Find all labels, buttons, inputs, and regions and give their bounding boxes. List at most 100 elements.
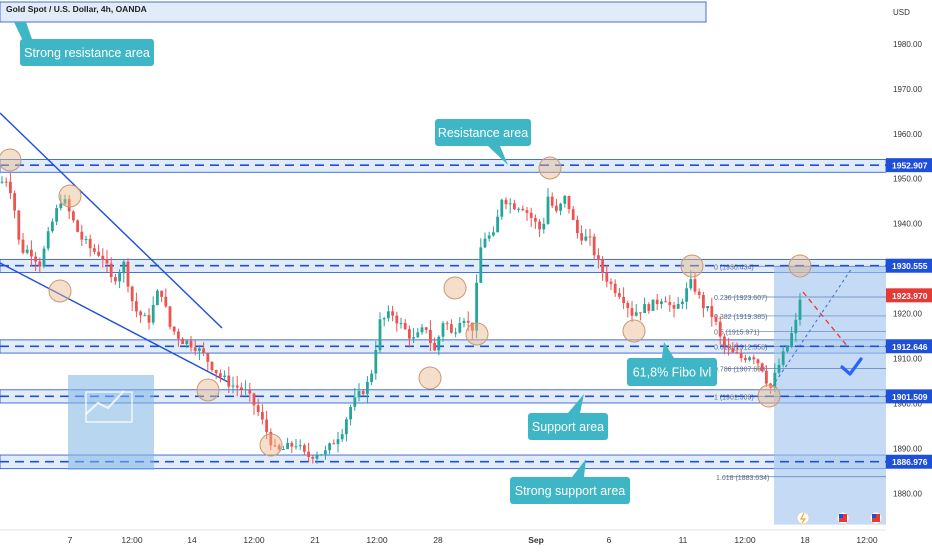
x-tick-label: 12:00 bbox=[366, 535, 388, 545]
candle-body bbox=[319, 454, 323, 456]
lightning-event-icon[interactable] bbox=[796, 511, 810, 525]
candle-body bbox=[601, 259, 604, 273]
candle-body bbox=[655, 299, 659, 305]
fib-label: 1 (1901.509) bbox=[714, 394, 754, 401]
candle-body bbox=[731, 348, 735, 353]
candle-body bbox=[773, 372, 777, 388]
candle-body bbox=[576, 219, 579, 234]
candle-body bbox=[34, 256, 37, 262]
candle-body bbox=[25, 249, 29, 253]
candle-body bbox=[399, 322, 403, 324]
projection-down bbox=[802, 291, 849, 348]
candle-body bbox=[13, 193, 16, 211]
candle-body bbox=[441, 323, 445, 337]
candle-body bbox=[760, 363, 764, 371]
highlight-circle bbox=[259, 433, 283, 457]
candle-body bbox=[798, 299, 802, 320]
candle-body bbox=[475, 282, 478, 331]
callout-resistance-text: Resistance area bbox=[438, 126, 528, 140]
candle-body bbox=[298, 445, 302, 447]
y-tick-label: 1970.00 bbox=[893, 85, 922, 94]
candle-body bbox=[639, 312, 642, 314]
candle-body bbox=[492, 232, 495, 236]
candle-body bbox=[223, 375, 226, 378]
highlight-circle bbox=[788, 254, 812, 278]
candle-body bbox=[727, 346, 730, 349]
candle-body bbox=[559, 203, 562, 211]
candle-body bbox=[378, 319, 382, 351]
candle-body bbox=[651, 299, 655, 311]
callout-fibo-tail bbox=[662, 342, 674, 358]
candle-body bbox=[613, 283, 617, 294]
candle-body bbox=[294, 446, 298, 448]
candle-body bbox=[748, 357, 751, 361]
fib-label: 0 (1930.434) bbox=[714, 264, 754, 271]
candle-body bbox=[521, 208, 525, 211]
candle-body bbox=[517, 208, 520, 210]
zone-band bbox=[0, 1, 707, 23]
candle-body bbox=[609, 281, 613, 284]
candle-body bbox=[248, 389, 252, 394]
candle-body bbox=[193, 347, 197, 351]
candle-body bbox=[668, 302, 672, 306]
candle-body bbox=[597, 255, 600, 260]
candle-body bbox=[143, 315, 147, 317]
watermark-chart-icon bbox=[85, 390, 125, 415]
trendline-lower bbox=[0, 262, 229, 383]
highlight-circle bbox=[680, 254, 704, 278]
candle-body bbox=[17, 210, 21, 240]
candle-body bbox=[307, 451, 310, 457]
fib-label: 0.382 (1919.385) bbox=[714, 314, 767, 321]
candle-body bbox=[534, 218, 537, 222]
candle-body bbox=[765, 370, 768, 384]
candle-body bbox=[580, 233, 583, 241]
y-tick-label: 1960.00 bbox=[893, 130, 922, 139]
candle-body bbox=[634, 312, 638, 316]
candle-body bbox=[67, 199, 71, 212]
highlight-circle bbox=[757, 384, 781, 408]
highlight-circle bbox=[443, 276, 467, 300]
fib-label: 0.5 (1915.971) bbox=[714, 329, 760, 336]
candle-body bbox=[189, 340, 193, 348]
candle-body bbox=[374, 350, 378, 374]
candle-body bbox=[105, 259, 109, 264]
x-tick-label: 21 bbox=[310, 535, 320, 545]
candle-body bbox=[689, 279, 693, 289]
candle-body bbox=[571, 209, 575, 220]
candle-body bbox=[21, 239, 25, 253]
highlight-circle bbox=[538, 156, 562, 180]
candle-body bbox=[660, 301, 663, 305]
candle-body bbox=[130, 286, 134, 302]
candle-body bbox=[626, 302, 630, 309]
candle-body bbox=[555, 205, 558, 211]
candle-body bbox=[168, 306, 172, 327]
candle-body bbox=[273, 445, 277, 447]
candle-body bbox=[790, 333, 793, 347]
candle-body bbox=[420, 327, 424, 333]
candle-body bbox=[353, 397, 357, 407]
candle-body bbox=[324, 450, 327, 455]
callout-resistance bbox=[435, 119, 531, 146]
candle-body bbox=[387, 311, 390, 319]
candle-body bbox=[529, 212, 533, 219]
candle-body bbox=[256, 405, 260, 413]
candle-body bbox=[702, 294, 705, 309]
candle-body bbox=[437, 336, 441, 351]
candle-body bbox=[584, 236, 588, 241]
candle-body bbox=[332, 443, 336, 445]
highlight-circle bbox=[465, 322, 489, 346]
candle-body bbox=[664, 301, 667, 303]
candle-body bbox=[542, 223, 546, 230]
candle-body bbox=[109, 263, 113, 278]
candle-body bbox=[336, 439, 340, 444]
candle-body bbox=[164, 296, 168, 307]
candle-body bbox=[546, 196, 550, 224]
candle-body bbox=[156, 290, 159, 306]
flag-canton-icon bbox=[839, 514, 843, 518]
x-tick-label: 12:00 bbox=[856, 535, 878, 545]
highlight-circle bbox=[622, 319, 646, 343]
axis-unit: USD bbox=[893, 8, 910, 17]
candle-body bbox=[424, 327, 428, 330]
chart-title: Gold Spot / U.S. Dollar, 4h, OANDA bbox=[6, 4, 147, 14]
y-tick-label: 1890.00 bbox=[893, 445, 922, 454]
